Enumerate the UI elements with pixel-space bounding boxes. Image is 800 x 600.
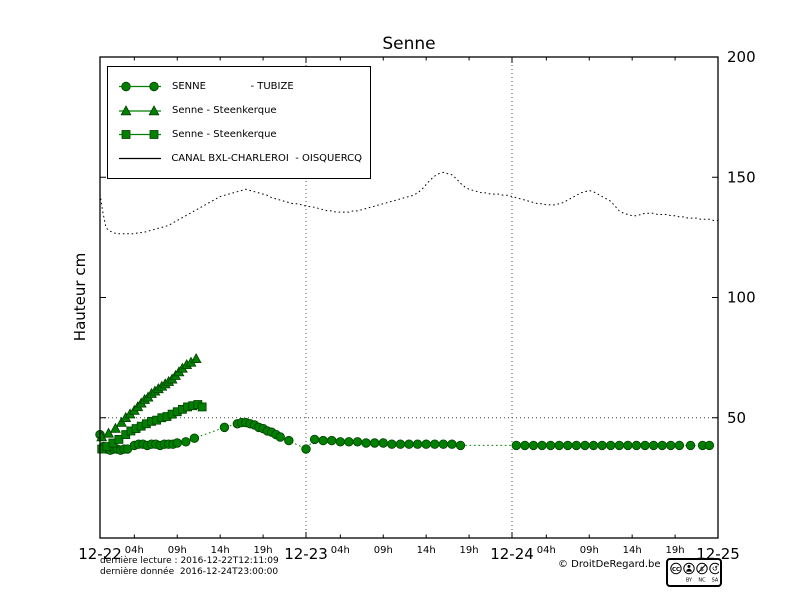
x-tick-label-minor: 09h	[168, 545, 187, 556]
y-tick-label: 100	[727, 289, 756, 307]
legend-item-canal: CANAL BXL-CHARLEROI - OISQUERCQ	[116, 151, 362, 166]
x-tick-label-minor: 04h	[537, 545, 556, 556]
x-tick-label-minor: 19h	[460, 545, 479, 556]
legend-label: SENNE - TUBIZE	[172, 81, 294, 92]
x-tick-label-major: 12-23	[284, 545, 328, 563]
cc-nc-label: NC	[698, 578, 706, 584]
last-reading-text: dernière lecture : 2016-12-22T12:11:09	[100, 556, 279, 566]
x-tick-label-minor: 09h	[374, 545, 393, 556]
x-tick-label-minor: 04h	[125, 545, 144, 556]
legend-item-tubize: SENNE - TUBIZE	[116, 79, 362, 94]
legend-label: Senne - Steenkerque	[172, 129, 277, 140]
y-axis-labels: 50 100 150 200	[727, 48, 756, 427]
cc-sa-label: SA	[712, 578, 719, 584]
y-tick-label: 50	[727, 409, 746, 427]
x-tick-label-minor: 14h	[623, 545, 642, 556]
cc-by-label: BY	[686, 578, 693, 584]
square-marker-icon	[119, 130, 161, 139]
cc-license-badge: CC $ ↺ BY NC SA	[666, 558, 722, 587]
copyright-text: © DroitDeRegard.be	[558, 559, 661, 570]
cc-by-icon	[683, 562, 695, 575]
x-tick-label-minor: 19h	[666, 545, 685, 556]
legend-item-steenkerque-square: Senne - Steenkerque	[116, 127, 362, 142]
x-tick-label-minor: 19h	[254, 545, 273, 556]
y-tick-label: 150	[727, 168, 756, 186]
x-tick-label-minor: 04h	[331, 545, 350, 556]
circle-marker-icon	[119, 81, 161, 92]
svg-text:↺: ↺	[712, 564, 718, 573]
y-axis-title: Hauteur cm	[71, 252, 89, 342]
y-tick-label: 200	[727, 48, 756, 66]
last-data-text: dernière donnée 2016-12-24T23:00:00	[100, 567, 279, 577]
cc-by-nc-sa-icon: CC $ ↺ BY NC SA	[670, 562, 719, 584]
legend: SENNE - TUBIZE Senne - Steenkerque Senne…	[107, 66, 371, 179]
cc-logo-icon: CC	[672, 567, 680, 573]
series-senne-steenkerque-triangle	[96, 352, 202, 442]
series-canal-bxl-charleroi-oisquercq	[99, 171, 718, 235]
triangle-marker-icon	[119, 105, 161, 116]
legend-item-steenkerque-triangle: Senne - Steenkerque	[116, 103, 362, 118]
legend-label: CANAL BXL-CHARLEROI - OISQUERCQ	[171, 153, 362, 164]
x-tick-label-minor: 14h	[211, 545, 230, 556]
cc-sa-icon	[709, 562, 719, 575]
line-marker-icon	[119, 157, 161, 160]
x-tick-label-minor: 14h	[417, 545, 436, 556]
series-senne-tubize	[95, 417, 715, 455]
x-tick-label-minor: 09h	[580, 545, 599, 556]
cc-nc-icon	[696, 562, 708, 575]
x-tick-label-major: 12-22	[78, 545, 122, 563]
chart-title: Senne	[382, 34, 436, 54]
legend-label: Senne - Steenkerque	[172, 105, 277, 116]
axis-ticks	[99, 56, 719, 538]
x-tick-label-major: 12-24	[490, 545, 534, 563]
series-senne-steenkerque-square	[97, 400, 207, 454]
